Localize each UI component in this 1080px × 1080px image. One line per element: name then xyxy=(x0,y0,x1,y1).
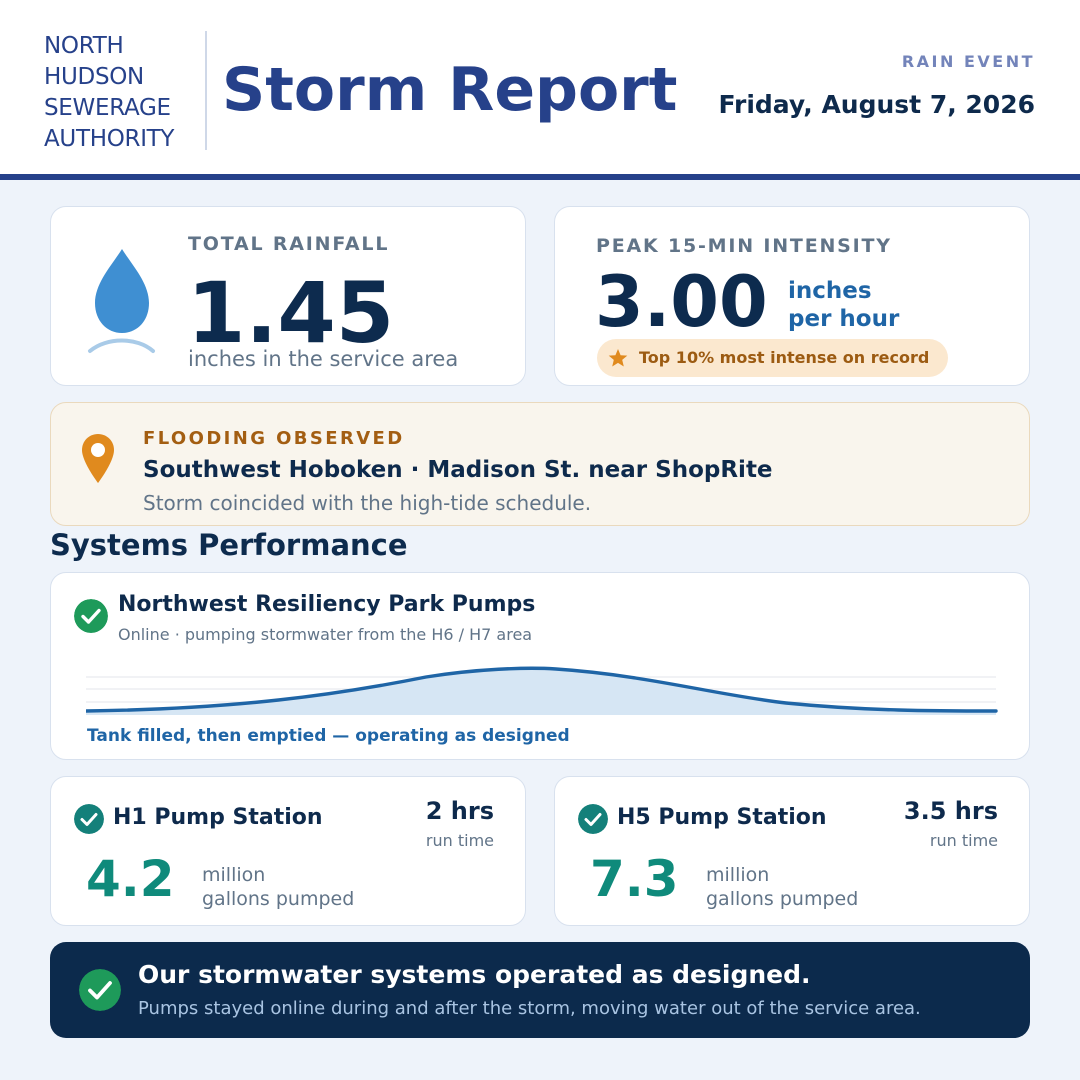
header-divider xyxy=(205,31,207,150)
check-circle-icon xyxy=(74,804,104,834)
rainfall-value: 1.45 xyxy=(187,264,395,362)
intensity-label: PEAK 15-MIN INTENSITY xyxy=(596,235,892,257)
star-icon xyxy=(608,349,628,367)
authority-logo: NORTH HUDSON SEWERAGE AUTHORITY xyxy=(44,33,175,152)
park-pumps-name: Northwest Resiliency Park Pumps xyxy=(118,592,536,617)
h5-run-time: 3.5 hrs xyxy=(903,797,998,825)
intensity-unit: inches per hour xyxy=(788,277,899,333)
banner-subtext: Pumps stayed online during and after the… xyxy=(138,998,921,1019)
h1-gallons-unit: million gallons pumped xyxy=(202,863,354,911)
intensity-unit-line1: inches xyxy=(788,278,872,304)
header-rule xyxy=(0,174,1080,180)
h1-unit-line2: gallons pumped xyxy=(202,888,355,910)
flooding-location: Southwest Hoboken · Madison St. near Sho… xyxy=(143,457,773,483)
h5-unit-line1: million xyxy=(706,864,770,886)
total-rainfall-card: TOTAL RAINFALL 1.45 inches in the servic… xyxy=(50,206,526,386)
h1-run-time-label: run time xyxy=(425,831,494,850)
check-circle-icon xyxy=(578,804,608,834)
systems-section-title: Systems Performance xyxy=(50,528,408,562)
banner-headline: Our stormwater systems operated as desig… xyxy=(138,960,811,989)
summary-banner: Our stormwater systems operated as desig… xyxy=(50,942,1030,1038)
h5-run-time-label: run time xyxy=(929,831,998,850)
record-badge-text: Top 10% most intense on record xyxy=(639,348,930,367)
h1-gallons-value: 4.2 xyxy=(86,850,175,908)
flooding-label: FLOODING OBSERVED xyxy=(143,428,405,449)
h5-pump-station-card: H5 Pump Station 3.5 hrs run time 7.3 mil… xyxy=(554,776,1030,926)
check-circle-icon xyxy=(74,599,108,633)
rainfall-caption: inches in the service area xyxy=(188,347,459,371)
report-header: NORTH HUDSON SEWERAGE AUTHORITY Storm Re… xyxy=(0,0,1080,174)
h5-station-name: H5 Pump Station xyxy=(617,805,827,830)
tank-level-line xyxy=(86,666,998,713)
resiliency-park-card: Northwest Resiliency Park Pumps Online ·… xyxy=(50,572,1030,760)
tank-level-area xyxy=(86,668,996,715)
intensity-value: 3.00 xyxy=(595,261,768,343)
record-badge: Top 10% most intense on record xyxy=(597,339,948,377)
h1-pump-station-card: H1 Pump Station 2 hrs run time 4.2 milli… xyxy=(50,776,526,926)
intensity-unit-line2: per hour xyxy=(788,306,900,332)
peak-intensity-card: PEAK 15-MIN INTENSITY 3.00 inches per ho… xyxy=(554,206,1030,386)
park-pumps-status: Online · pumping stormwater from the H6 … xyxy=(118,625,533,644)
h5-unit-line2: gallons pumped xyxy=(706,888,859,910)
flooding-note: Storm coincided with the high-tide sched… xyxy=(143,491,592,515)
raindrop-icon xyxy=(88,249,155,353)
map-pin-icon xyxy=(82,434,114,483)
check-circle-icon xyxy=(79,969,121,1011)
h1-run-time: 2 hrs xyxy=(425,797,494,825)
flooding-alert-card: FLOODING OBSERVED Southwest Hoboken · Ma… xyxy=(50,402,1030,526)
rainfall-label: TOTAL RAINFALL xyxy=(188,233,390,255)
report-date: Friday, August 7, 2026 xyxy=(718,90,1035,119)
tank-level-chart xyxy=(86,666,998,715)
chart-caption: Tank filled, then emptied — operating as… xyxy=(87,726,570,746)
h1-station-name: H1 Pump Station xyxy=(113,805,323,830)
h5-gallons-value: 7.3 xyxy=(590,850,679,908)
page-title: Storm Report xyxy=(222,55,678,125)
event-type-label: RAIN EVENT xyxy=(901,52,1035,71)
h1-unit-line1: million xyxy=(202,864,266,886)
h5-gallons-unit: million gallons pumped xyxy=(706,863,858,911)
